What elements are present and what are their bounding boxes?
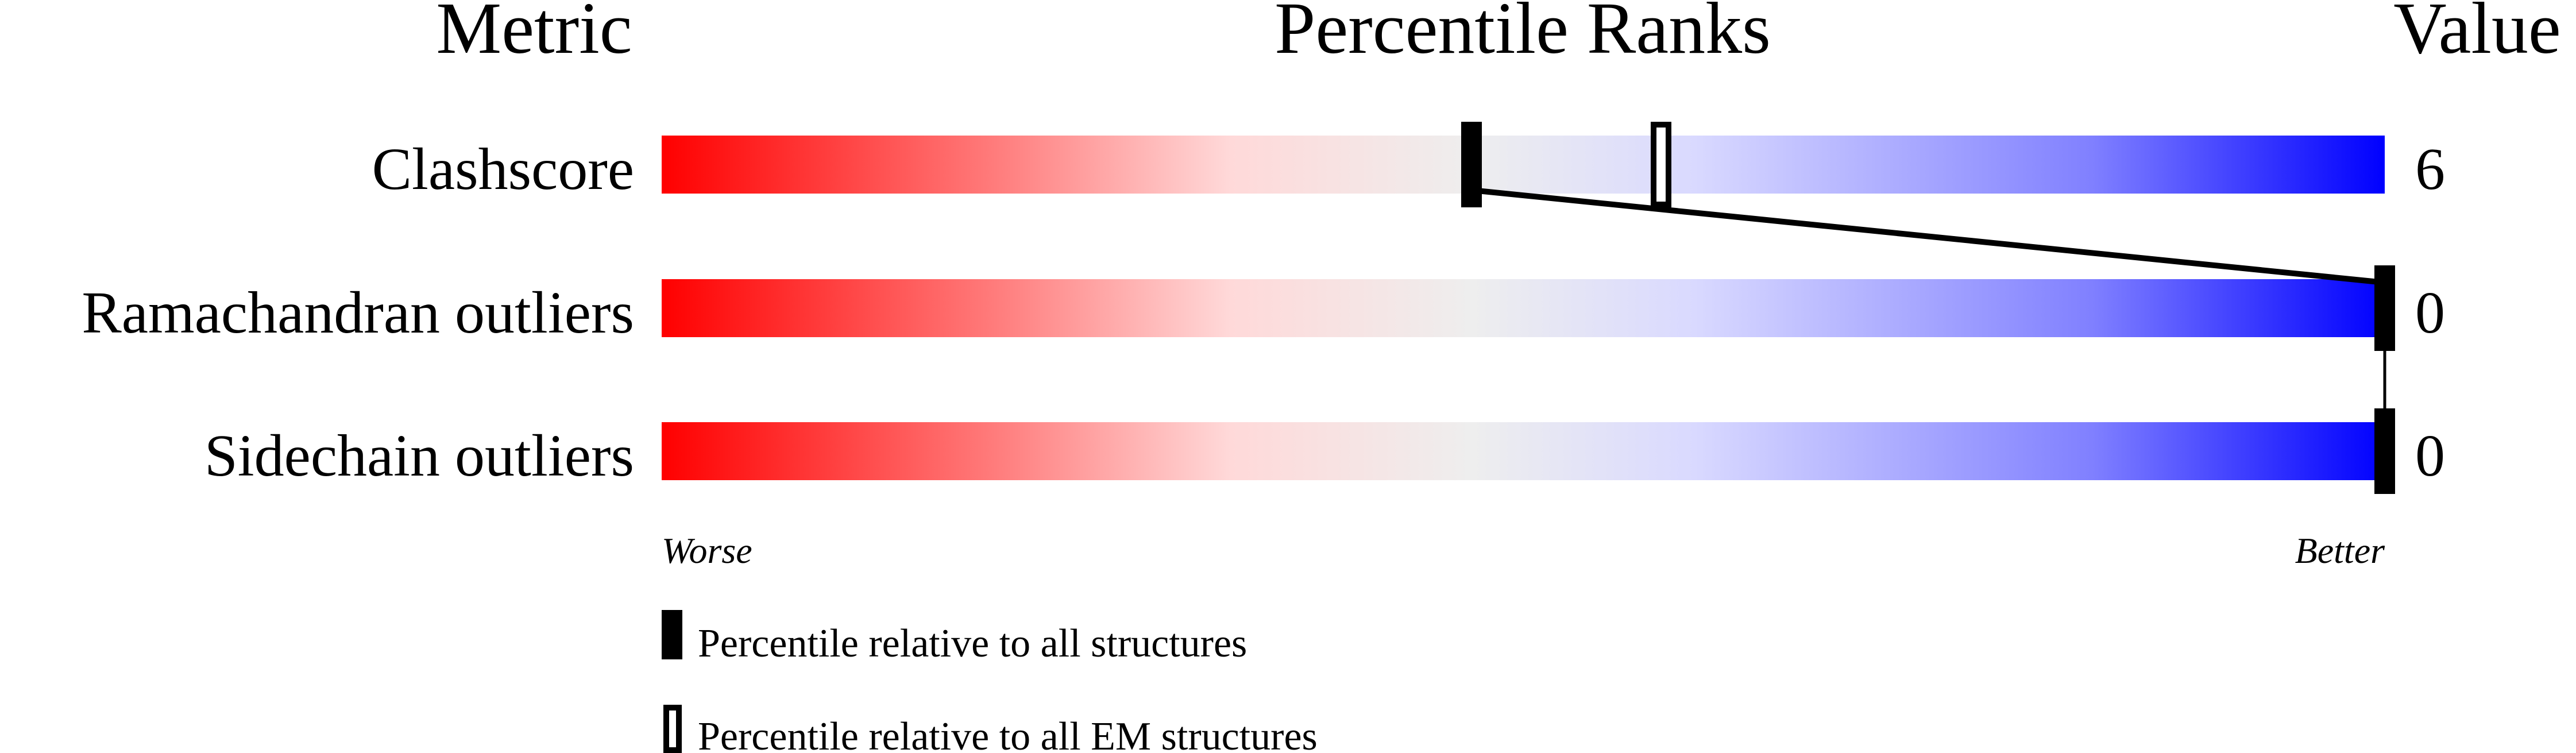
metric-value: 6 [2415, 136, 2445, 202]
worse-label: Worse [662, 530, 752, 571]
legend-label-em: Percentile relative to all EM structures [698, 715, 1318, 753]
metric-value: 0 [2415, 280, 2445, 346]
metric-value: 0 [2415, 423, 2445, 489]
metric-label: Ramachandran outliers [82, 280, 634, 346]
all-percentile-marker [1461, 122, 1482, 207]
metric-label: Sidechain outliers [204, 423, 634, 489]
em-percentile-marker [1651, 122, 1671, 207]
legend-label-all: Percentile relative to all structures [698, 621, 1247, 666]
header-metric: Metric [436, 0, 632, 69]
legend-outline-marker-icon [663, 705, 682, 753]
metric-label: Clashscore [372, 136, 634, 202]
better-label: Better [2295, 530, 2385, 571]
percentile-bar [662, 422, 2385, 480]
percentile-bar [662, 136, 2385, 194]
legend-filled-marker-icon [662, 610, 682, 659]
percentile-bar [662, 279, 2385, 337]
percentile-connector-line [1471, 187, 2385, 285]
header-percentile-ranks: Percentile Ranks [1275, 0, 1771, 69]
header-value: Value [2393, 0, 2560, 69]
